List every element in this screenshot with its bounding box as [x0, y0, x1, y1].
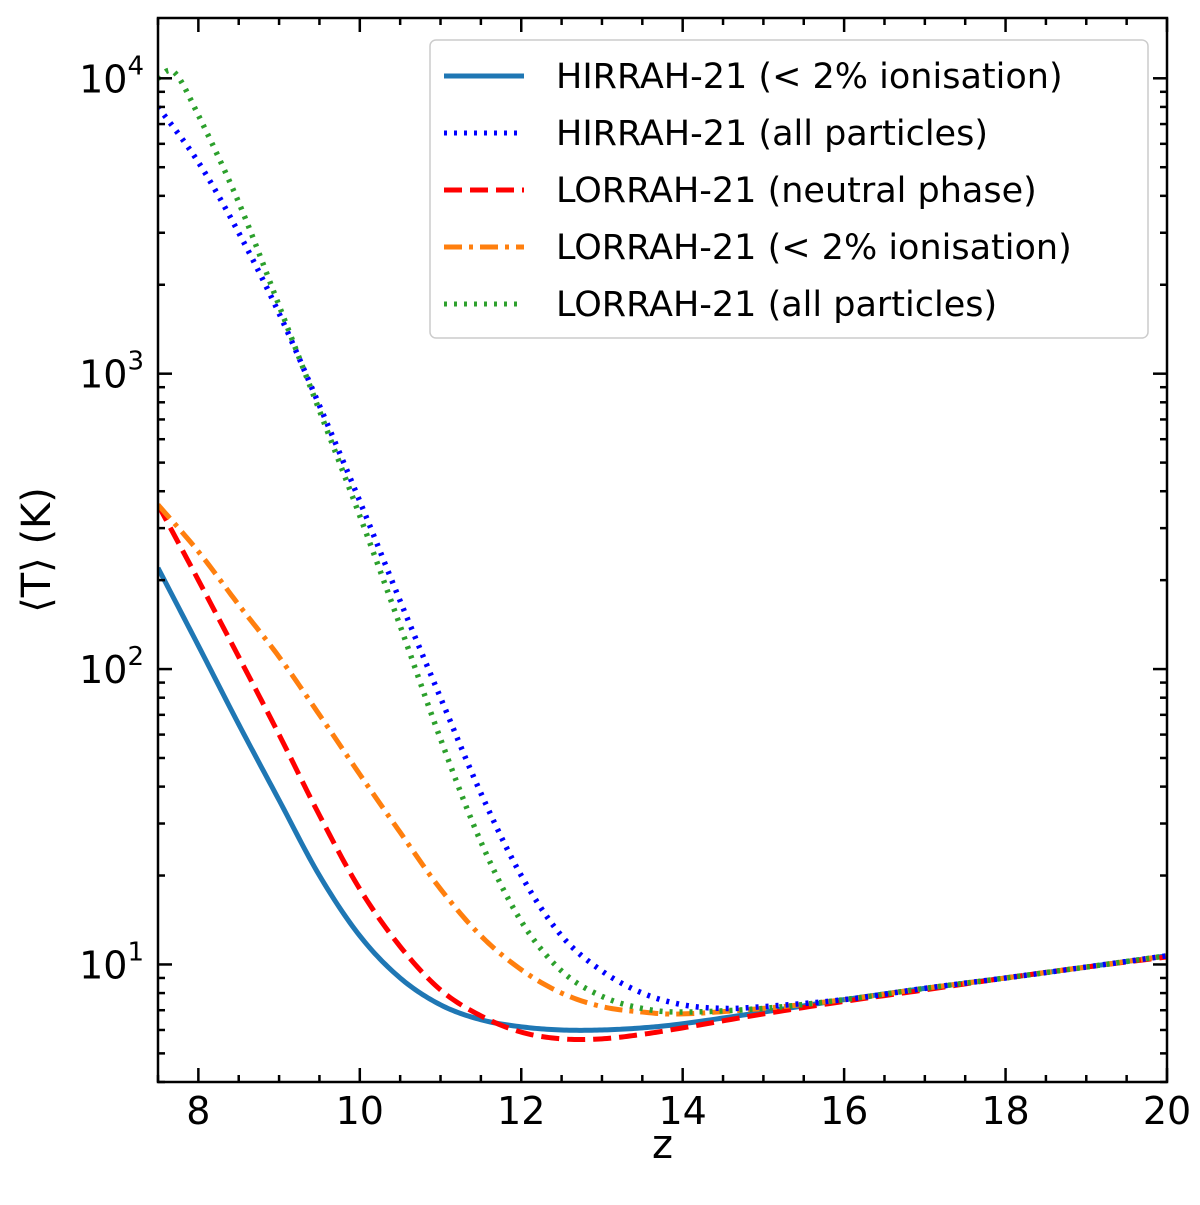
legend-entry-3: LORRAH-21 (neutral phase) [556, 171, 1037, 211]
y-tick-label-base: 10 [79, 57, 127, 101]
legend-entry-2: HIRRAH-21 (all particles) [556, 114, 988, 154]
x-tick-label: 20 [1143, 1089, 1191, 1133]
y-tick-label-exponent: 3 [127, 347, 144, 377]
plot-layer [158, 67, 1167, 1043]
y-tick-label-exponent: 2 [127, 642, 144, 672]
y-tick-label: 103 [79, 347, 144, 397]
legend-entry-1: HIRRAH-21 (< 2% ionisation) [556, 57, 1063, 97]
series-group [158, 67, 1167, 1043]
y-axis-label: ⟨T⟩ (K) [14, 487, 60, 613]
y-tick-label: 101 [79, 937, 144, 987]
legend: HIRRAH-21 (< 2% ionisation) HIRRAH-21 (al… [429, 39, 1149, 339]
plot-frame [156, 16, 1169, 1084]
series-line-5 [158, 67, 1167, 1015]
x-tick-label: 10 [336, 1089, 384, 1133]
series-line-4 [158, 503, 1167, 1017]
legend-box [429, 39, 1149, 339]
y-tick-label-exponent: 4 [127, 51, 144, 81]
y-tick-label: 102 [79, 642, 144, 692]
series-line-3 [158, 503, 1167, 1043]
legend-entry-5: LORRAH-21 (all particles) [556, 285, 997, 325]
legend-entry-4: LORRAH-21 (< 2% ionisation) [556, 228, 1072, 268]
y-tick-label: 104 [79, 51, 144, 101]
x-tick-label: 8 [186, 1089, 210, 1133]
series-line-2 [158, 105, 1167, 1012]
x-tick-label: 18 [981, 1089, 1029, 1133]
x-tick-label: 16 [820, 1089, 868, 1133]
x-tick-label: 14 [659, 1089, 707, 1133]
y-tick-label-exponent: 1 [127, 937, 144, 967]
x-axis-label: z [652, 1122, 673, 1168]
y-tick-label-base: 10 [79, 353, 127, 397]
y-tick-label-base: 10 [79, 943, 127, 987]
series-line-1 [158, 566, 1167, 1033]
x-tick-label: 12 [497, 1089, 545, 1133]
y-tick-label-base: 10 [79, 648, 127, 692]
